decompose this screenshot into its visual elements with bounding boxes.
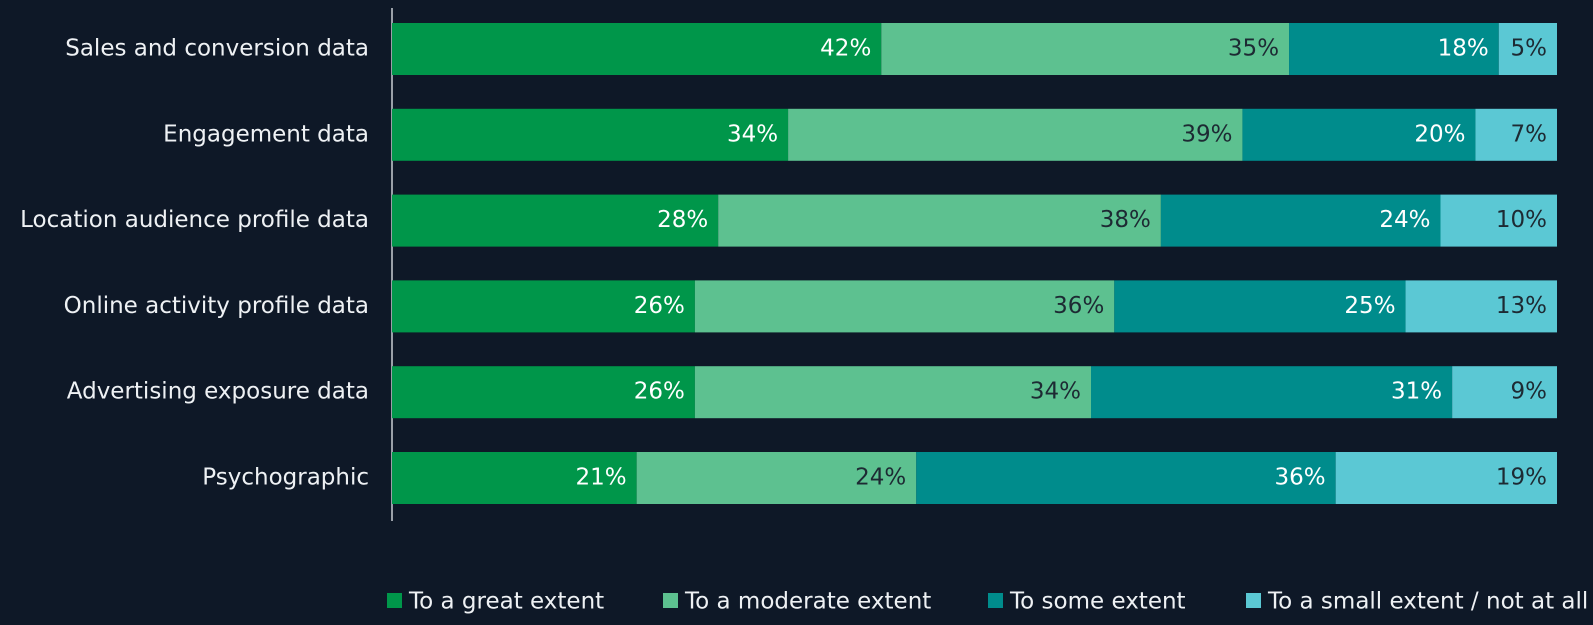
bar-segment [1114,280,1406,333]
bar-segment [1452,366,1557,419]
category-label: Engagement data [163,121,369,147]
bar-segment [1335,452,1557,504]
value-label: 9% [1511,379,1548,405]
bar-segment [392,280,695,333]
value-label: 42% [820,36,871,62]
legend-swatch [1246,593,1261,608]
category-label: Online activity profile data [64,293,369,319]
value-label: 24% [1379,207,1430,233]
bar-segment [636,452,917,504]
bar-segment [694,280,1115,333]
legend-label: To some extent [1009,589,1186,615]
bar-segment [881,23,1290,75]
legend-swatch [387,593,402,608]
legend-label: To a great extent [408,589,604,615]
bar-segment [1405,280,1557,333]
category-label: Psychographic [202,465,369,491]
value-label: 36% [1053,293,1104,319]
value-label: 18% [1438,36,1489,62]
value-label: 28% [657,207,708,233]
value-label: 25% [1344,293,1395,319]
bar-segment [1160,194,1441,247]
bar-segment [788,108,1243,161]
value-label: 24% [855,465,906,491]
value-label: 7% [1511,121,1548,147]
bar-segment [1440,194,1557,247]
bar-segment [1475,108,1557,161]
value-label: 26% [634,293,685,319]
value-label: 20% [1414,121,1465,147]
bar-segment [694,366,1091,419]
bar-segment [916,452,1336,504]
bar-segment [392,194,719,247]
value-label: 35% [1228,36,1279,62]
bar-segment [392,452,637,504]
value-label: 36% [1275,465,1326,491]
bar-segment [1242,108,1476,161]
bar-segment [1498,23,1557,75]
bar-segment [392,108,789,161]
value-label: 38% [1100,207,1151,233]
value-label: 39% [1181,121,1232,147]
bar-segment [1289,23,1499,75]
legend-label: To a moderate extent [684,589,931,615]
category-label: Sales and conversion data [65,36,369,62]
value-label: 13% [1496,293,1547,319]
value-label: 10% [1496,207,1547,233]
value-label: 21% [576,465,627,491]
bar-segment [1091,366,1453,419]
value-label: 5% [1511,36,1548,62]
legend-swatch [663,593,678,608]
bar-segment [718,194,1161,247]
category-label: Location audience profile data [20,207,369,233]
value-label: 31% [1391,379,1442,405]
value-label: 34% [1030,379,1081,405]
legend-label: To a small extent / not at all [1267,589,1588,615]
bar-segment [392,23,882,75]
value-label: 26% [634,379,685,405]
value-label: 34% [727,121,778,147]
category-label: Advertising exposure data [67,379,369,405]
value-label: 19% [1496,465,1547,491]
bar-segment [392,366,695,419]
legend-swatch [988,593,1003,608]
